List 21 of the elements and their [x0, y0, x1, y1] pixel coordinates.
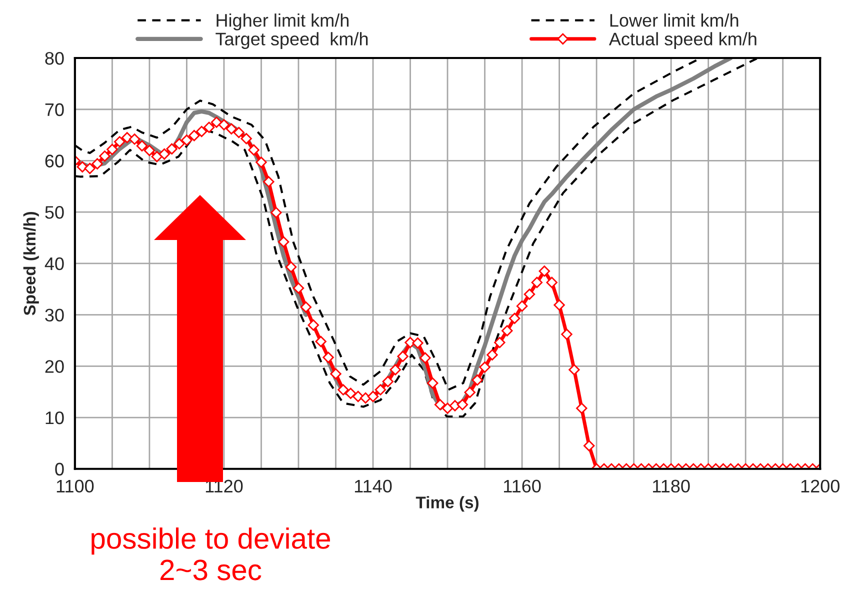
x-axis-title: Time (s) — [416, 496, 478, 512]
x-tick-label: 1100 — [56, 480, 94, 493]
legend-label: Higher limit km/h — [216, 14, 349, 30]
y-tick-label: 30 — [45, 308, 64, 322]
legend-label: Target speed km/h — [216, 32, 368, 49]
y-tick-label: 50 — [45, 206, 64, 219]
y-tick-label: 60 — [45, 154, 64, 168]
x-tick-label: 1180 — [653, 480, 690, 493]
y-tick-label: 70 — [45, 103, 64, 116]
y-axis-title: Speed (km/h) — [23, 212, 39, 316]
legend-label: Actual speed km/h — [608, 32, 756, 49]
y-tick-label: 80 — [45, 52, 64, 65]
y-tick-label: 0 — [55, 462, 64, 476]
legend-label: Lower limit km/h — [610, 14, 738, 27]
x-tick-label: 1160 — [504, 480, 541, 493]
y-tick-label: 10 — [46, 411, 64, 424]
y-tick-label: 20 — [45, 360, 64, 373]
y-tick-label: 40 — [44, 257, 64, 270]
x-tick-label: 1140 — [354, 480, 392, 493]
x-tick-label: 1200 — [801, 480, 840, 493]
text: possible to deviate 2~3 sec — [92, 527, 330, 580]
